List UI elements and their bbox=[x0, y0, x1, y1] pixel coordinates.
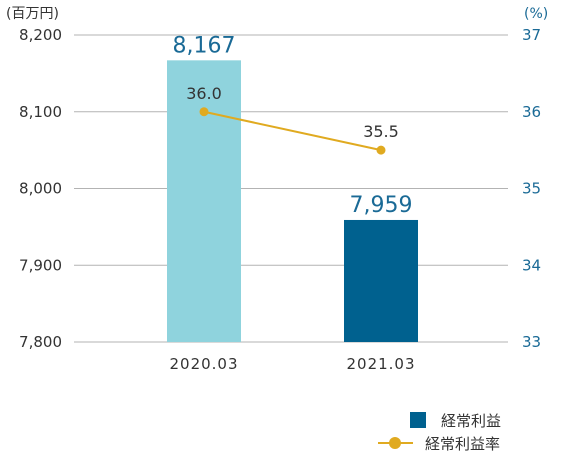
line-point bbox=[376, 145, 386, 155]
line-series bbox=[199, 107, 386, 155]
left-tick-label: 8,100 bbox=[19, 103, 62, 121]
bar bbox=[344, 219, 418, 342]
legend-bar-label: 経常利益 bbox=[441, 412, 501, 430]
x-tick-label: 2020.03 bbox=[169, 355, 238, 373]
x-tick-label: 2021.03 bbox=[346, 355, 415, 373]
gridlines bbox=[74, 34, 508, 343]
right-tick-label: 33 bbox=[522, 333, 541, 351]
right-tick-label: 34 bbox=[522, 256, 541, 274]
line-point bbox=[199, 107, 209, 117]
right-axis-unit: (%) bbox=[524, 6, 548, 22]
left-tick-label: 8,200 bbox=[19, 26, 62, 44]
legend-bar-swatch bbox=[410, 412, 426, 428]
legend: 経常利益 経常利益率 bbox=[378, 412, 501, 453]
legend-line-marker bbox=[389, 437, 401, 449]
line-value-label: 36.0 bbox=[186, 84, 222, 103]
line-path bbox=[203, 110, 382, 152]
line-value-label: 35.5 bbox=[363, 122, 399, 141]
left-tick-label: 7,900 bbox=[19, 256, 62, 274]
data-labels: 8,167 7,959 36.0 35.5 bbox=[173, 33, 413, 218]
left-tick-label: 8,000 bbox=[19, 180, 62, 198]
axes: 7,800 7,900 8,000 8,100 8,200 33 34 35 36 37 2020.… bbox=[19, 26, 541, 373]
bar-value-label: 7,959 bbox=[350, 193, 413, 218]
legend-line-label: 経常利益率 bbox=[425, 435, 500, 453]
left-tick-label: 7,800 bbox=[19, 333, 62, 351]
right-tick-label: 35 bbox=[522, 180, 541, 198]
right-tick-label: 37 bbox=[522, 26, 541, 44]
right-tick-label: 36 bbox=[522, 103, 541, 121]
left-axis-unit: (百万円) bbox=[6, 6, 59, 22]
bar-value-label: 8,167 bbox=[173, 33, 236, 58]
